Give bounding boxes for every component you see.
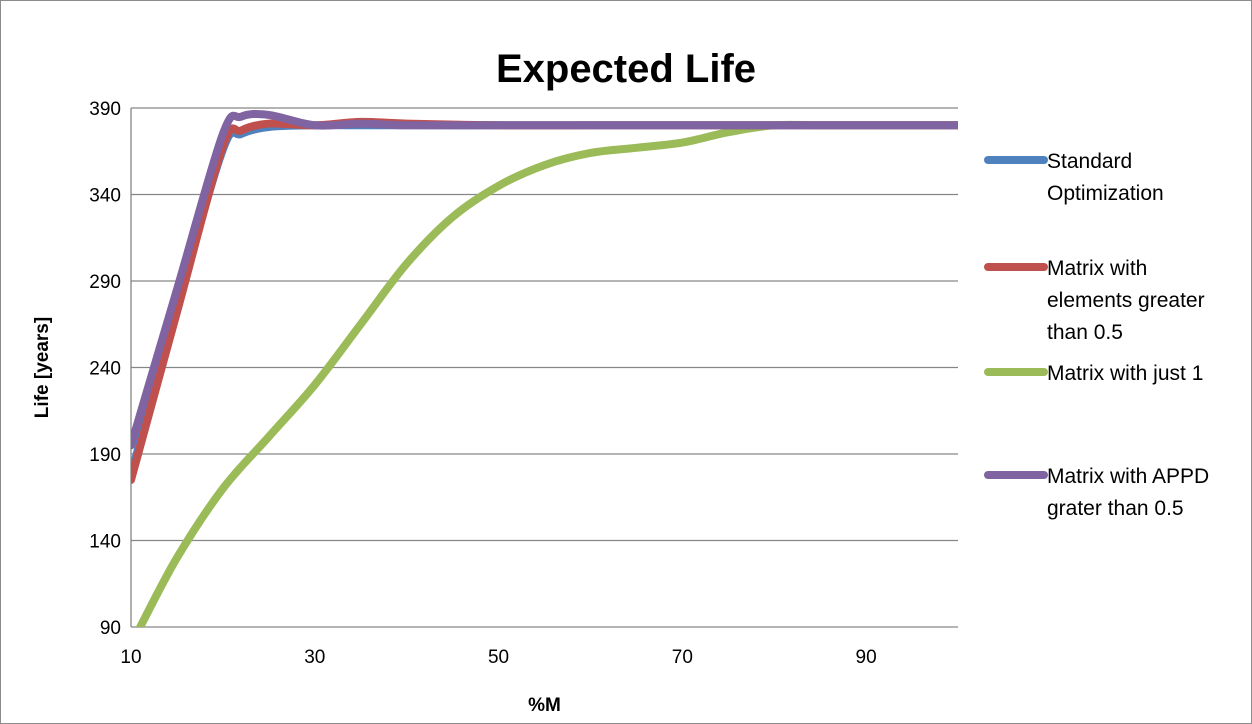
y-tick-label: 290 bbox=[89, 272, 121, 293]
legend-label: Matrix with just 1 bbox=[1047, 362, 1203, 385]
series-line-4 bbox=[131, 109, 958, 450]
series-line-1 bbox=[131, 121, 958, 479]
legend-label: Matrix with elements greater than 0.5 bbox=[1047, 257, 1205, 344]
x-tick-label: 90 bbox=[856, 647, 877, 668]
y-tick-label: 390 bbox=[89, 99, 121, 120]
series-lines bbox=[131, 109, 958, 627]
y-axis-title: Life [years] bbox=[32, 317, 53, 418]
legend-label: Standard Optimization bbox=[1047, 150, 1164, 205]
x-tick-label: 70 bbox=[672, 647, 693, 668]
series-line-3 bbox=[136, 120, 958, 627]
x-tick-label: 50 bbox=[488, 647, 509, 668]
series-line-2 bbox=[131, 117, 958, 484]
x-axis-ticks: 10 30 50 70 90 bbox=[120, 647, 876, 668]
y-tick-label: 140 bbox=[89, 532, 121, 553]
legend: Standard Optimization Matrix with elements … bbox=[984, 150, 1209, 520]
y-tick-label: 190 bbox=[89, 445, 121, 466]
y-tick-label: 90 bbox=[100, 618, 121, 639]
x-tick-label: 30 bbox=[304, 647, 325, 668]
y-tick-label: 340 bbox=[89, 186, 121, 207]
chart-title: Expected Life bbox=[496, 47, 756, 91]
legend-label: Matrix with APPD grater than 0.5 bbox=[1047, 465, 1209, 520]
x-tick-label: 10 bbox=[120, 647, 141, 668]
x-axis-title: %M bbox=[528, 695, 561, 716]
y-axis-ticks: 90 140 190 240 290 340 390 bbox=[89, 99, 121, 639]
y-tick-label: 240 bbox=[89, 359, 121, 380]
grid-lines bbox=[130, 107, 958, 628]
